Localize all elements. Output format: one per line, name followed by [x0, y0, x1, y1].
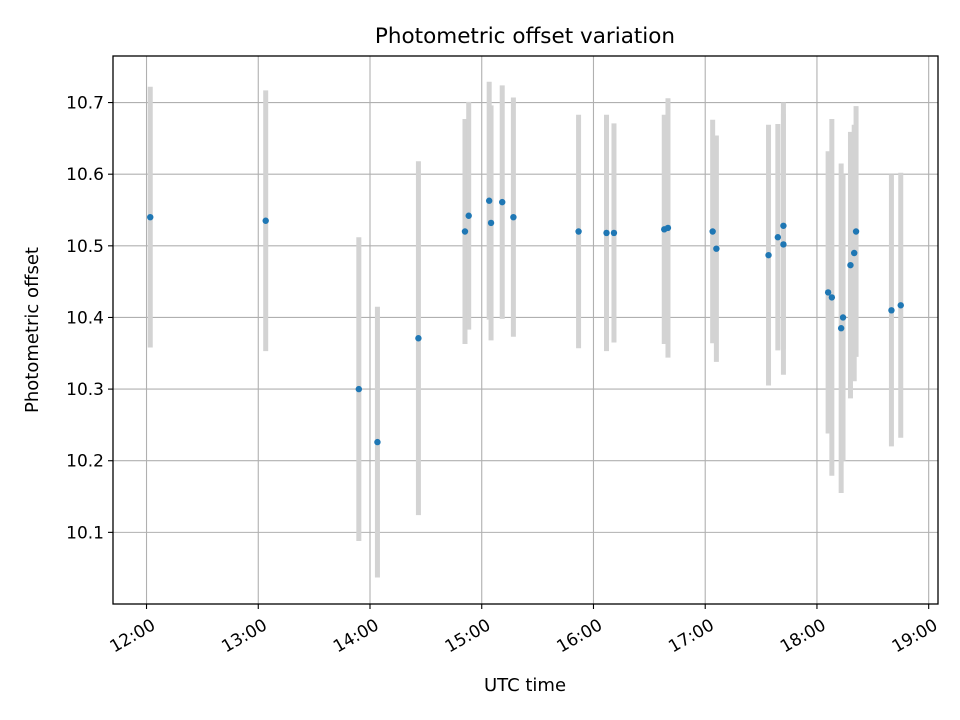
data-point — [485, 197, 493, 204]
y-tick-label: 10.3 — [66, 380, 104, 400]
y-axis-ticks: 10.1 10.2 10.3 10.4 10.5 10.6 10.7 — [66, 94, 113, 543]
data-point — [610, 229, 618, 237]
data-point — [374, 438, 381, 446]
data-point — [780, 241, 787, 248]
y-axis-label: Photometric offset — [22, 247, 43, 413]
data-point — [461, 228, 469, 235]
data-point — [847, 261, 854, 269]
data-points — [147, 197, 904, 446]
data-point — [575, 228, 582, 235]
data-point — [664, 224, 672, 232]
y-tick-label: 10.1 — [66, 523, 104, 543]
data-point — [510, 213, 517, 221]
data-point — [850, 249, 858, 257]
y-tick-label: 10.6 — [66, 165, 104, 185]
data-point — [499, 198, 506, 206]
data-point — [147, 213, 154, 221]
x-axis-label: UTC time — [484, 675, 566, 696]
grid-lines — [113, 56, 938, 604]
data-point — [780, 222, 787, 229]
y-tick-label: 10.2 — [66, 452, 104, 472]
y-tick-label: 10.5 — [66, 237, 104, 257]
data-point — [465, 212, 472, 219]
data-point — [262, 217, 269, 224]
data-point — [603, 229, 610, 237]
data-point — [888, 307, 895, 314]
data-point — [765, 251, 772, 259]
axes-frame — [112, 55, 939, 605]
data-point — [828, 294, 836, 301]
data-point — [487, 219, 495, 227]
data-point — [839, 314, 847, 321]
data-point — [837, 325, 845, 332]
data-point — [709, 228, 716, 235]
data-point — [852, 228, 860, 235]
data-point — [897, 302, 904, 309]
data-point — [355, 385, 363, 393]
data-point — [824, 289, 832, 296]
data-point — [713, 245, 720, 252]
chart-title: Photometric offset variation — [375, 24, 675, 49]
y-tick-label: 10.7 — [66, 94, 104, 114]
data-point — [415, 335, 422, 342]
y-tick-label: 10.4 — [66, 308, 104, 328]
data-point — [774, 234, 782, 241]
